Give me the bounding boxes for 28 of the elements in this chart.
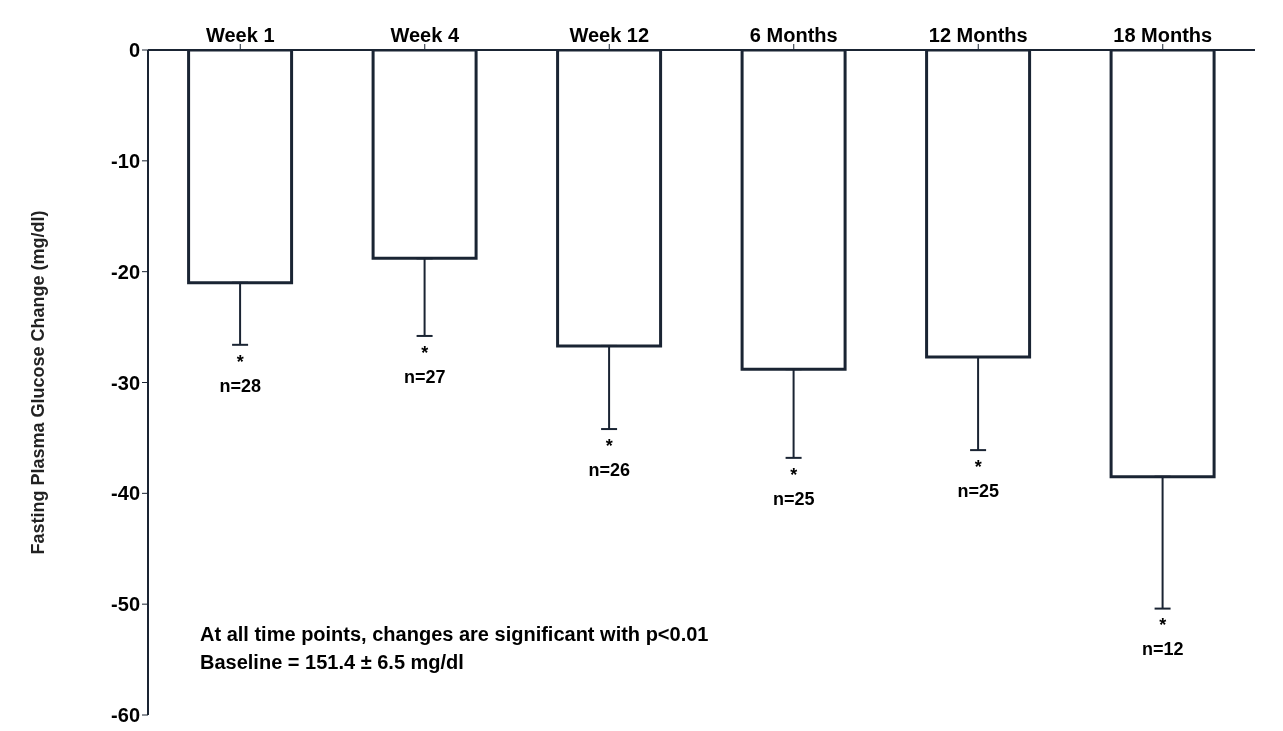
x-tick-label: Week 1	[205, 24, 275, 46]
annotation: n=27	[403, 366, 446, 387]
annotation: Baseline = 151.4 ± 6.5 mg/dl	[200, 650, 465, 675]
y-tick-label: -10	[111, 149, 140, 172]
x-tick-label: 12 Months	[928, 24, 1028, 46]
annotation: *	[790, 464, 798, 485]
annotation: n=26	[588, 459, 631, 480]
x-tick-label: Week 12	[569, 24, 650, 46]
annotation: n=28	[219, 375, 262, 396]
x-tick-label: 18 Months	[1113, 24, 1213, 46]
annotation: *	[421, 342, 429, 363]
annotation: *	[974, 456, 982, 477]
y-axis-title: Fasting Plasma Glucose Change (mg/dl)	[28, 210, 49, 555]
y-tick-label: -60	[111, 704, 140, 727]
annotation: At all time points, changes are significant with p<0.01	[200, 622, 709, 647]
y-tick-label: -20	[111, 260, 140, 283]
annotation: n=25	[772, 488, 815, 509]
annotation: *	[605, 435, 613, 456]
y-tick-label: -50	[111, 593, 140, 616]
annotation: *	[1159, 615, 1167, 636]
x-tick-label: 6 Months	[749, 24, 838, 46]
y-tick-label: -30	[111, 371, 140, 394]
x-tick-label: Week 4	[390, 24, 460, 46]
y-tick-label: -40	[111, 482, 140, 505]
annotation: n=12	[1141, 639, 1184, 660]
y-tick-label: 0	[128, 39, 140, 62]
annotation: n=25	[957, 480, 1000, 501]
annotation: *	[236, 351, 244, 372]
